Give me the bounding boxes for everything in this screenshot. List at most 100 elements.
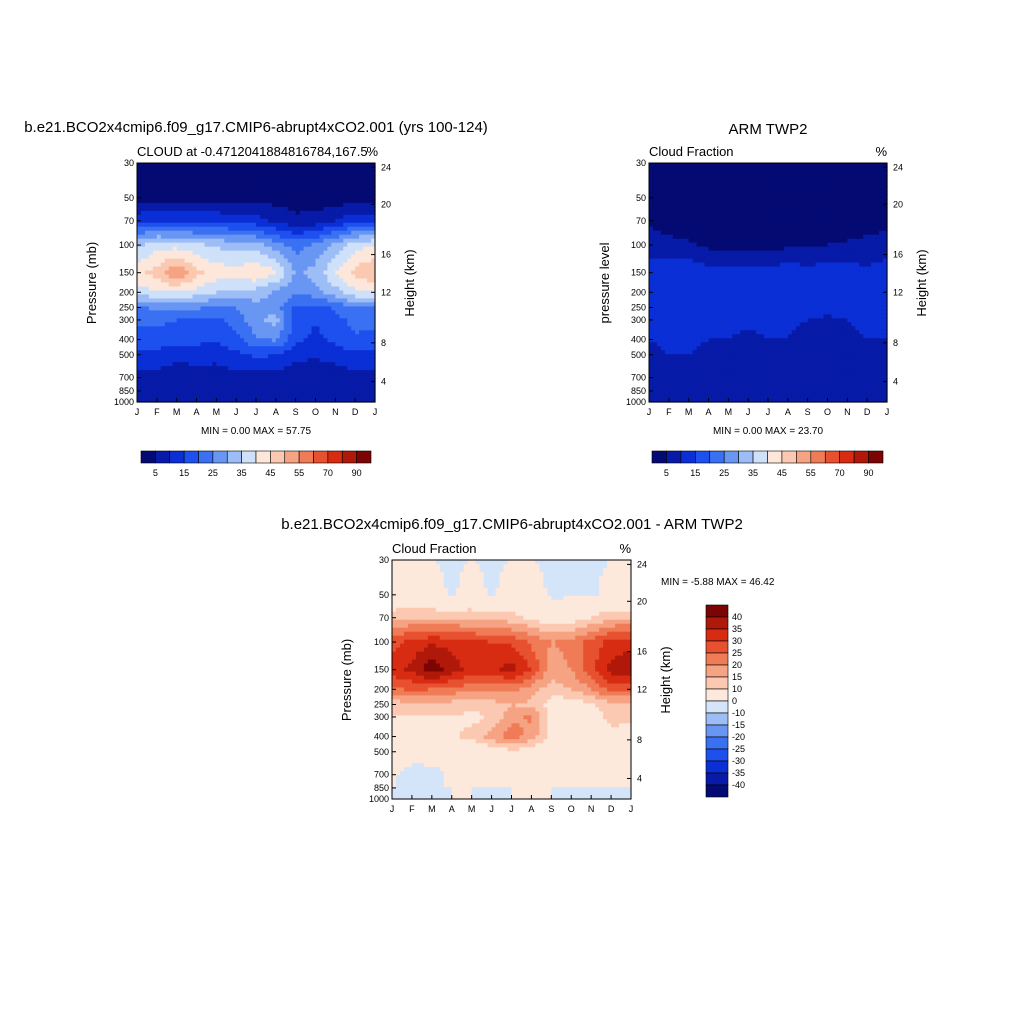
heatmap-cell: [307, 298, 313, 304]
heatmap-cell: [700, 194, 706, 200]
heatmap-cell: [760, 163, 765, 168]
heatmap-cell: [323, 310, 328, 315]
heatmap-cell: [339, 250, 344, 256]
heatmap-cell: [192, 254, 198, 260]
heatmap-cell: [216, 334, 221, 339]
heatmap-cell: [768, 234, 773, 240]
heatmap-cell: [359, 246, 364, 252]
heatmap-cell: [152, 354, 158, 359]
heatmap-cell: [263, 314, 269, 319]
heatmap-cell: [351, 202, 356, 208]
heatmap-cell: [172, 246, 178, 252]
heatmap-cell: [144, 334, 150, 339]
heatmap-cell: [152, 194, 158, 200]
heatmap-cell: [668, 174, 674, 180]
heatmap-cell: [196, 174, 202, 180]
heatmap-cell: [803, 210, 809, 216]
heatmap-cell: [355, 174, 360, 180]
heatmap-cell: [236, 338, 241, 343]
heatmap-cell: [847, 198, 852, 204]
heatmap-cell: [263, 246, 269, 252]
heatmap-cell: [256, 238, 261, 244]
heatmap-cell: [768, 174, 773, 180]
heatmap-cell: [279, 278, 285, 284]
heatmap-cell: [256, 270, 261, 276]
heatmap-cell: [263, 350, 269, 355]
heatmap-cell: [137, 238, 142, 244]
heatmap-cell: [283, 274, 289, 280]
heatmap-cell: [196, 322, 202, 327]
heatmap-cell: [224, 246, 229, 252]
heatmap-cell: [367, 382, 372, 387]
heatmap-cell: [307, 330, 313, 335]
heatmap-cell: [319, 294, 325, 300]
heatmap-cell: [660, 198, 666, 204]
heatmap-cell: [732, 238, 737, 244]
heatmap-cell: [180, 278, 186, 284]
heatmap-cell: [220, 374, 225, 379]
heatmap-cell: [700, 210, 706, 216]
heatmap-cell: [240, 350, 245, 355]
heatmap-cell: [339, 182, 344, 188]
heatmap-cell: [764, 174, 769, 180]
heatmap-cell: [335, 334, 340, 339]
heatmap-cell: [240, 386, 245, 391]
heatmap-cell: [363, 170, 368, 176]
heatmap-cell: [216, 350, 221, 355]
heatmap-cell: [335, 274, 340, 280]
heatmap-cell: [236, 166, 241, 172]
heatmap-cell: [319, 163, 325, 168]
heatmap-cell: [343, 330, 348, 335]
heatmap-cell: [708, 163, 714, 168]
heatmap-cell: [760, 246, 765, 252]
heatmap-cell: [863, 242, 868, 248]
heatmap-cell: [752, 234, 757, 240]
heatmap-cell: [152, 230, 158, 236]
heatmap-cell: [275, 382, 281, 387]
heatmap-cell: [216, 238, 221, 244]
heatmap-cell: [236, 286, 241, 292]
heatmap-cell: [137, 382, 142, 387]
heatmap-cell: [176, 298, 182, 304]
heatmap-cell: [200, 370, 206, 375]
heatmap-cell: [724, 202, 729, 208]
heatmap-cell: [660, 202, 666, 208]
heatmap-cell: [668, 242, 674, 248]
heatmap-cell: [672, 226, 678, 232]
heatmap-cell: [875, 182, 880, 188]
heatmap-cell: [156, 234, 162, 240]
heatmap-cell: [676, 230, 682, 236]
heatmap-cell: [303, 258, 309, 264]
heatmap-cell: [148, 262, 154, 268]
heatmap-cell: [152, 350, 158, 355]
heatmap-cell: [299, 362, 305, 367]
heatmap-cell: [208, 338, 213, 343]
heatmap-cell: [236, 374, 241, 379]
heatmap-cell: [140, 386, 146, 391]
heatmap-cell: [200, 354, 206, 359]
heatmap-cell: [355, 294, 360, 300]
heatmap-cell: [248, 274, 253, 280]
heatmap-cell: [184, 246, 190, 252]
heatmap-cell: [371, 218, 376, 224]
heatmap-cell: [172, 163, 178, 168]
heatmap-cell: [244, 210, 249, 216]
heatmap-cell: [768, 202, 773, 208]
heatmap-cell: [347, 234, 352, 240]
heatmap-cell: [232, 174, 237, 180]
heatmap-cell: [240, 346, 245, 351]
heatmap-cell: [200, 163, 206, 168]
heatmap-cell: [371, 282, 376, 288]
heatmap-cell: [696, 230, 702, 236]
heatmap-cell: [267, 286, 273, 292]
heatmap-cell: [196, 390, 202, 395]
heatmap-cell: [359, 266, 364, 272]
heatmap-cell: [144, 338, 150, 343]
heatmap-cell: [283, 250, 289, 256]
heatmap-cell: [847, 242, 852, 248]
heatmap-cell: [359, 318, 364, 323]
heatmap-cell: [871, 242, 876, 248]
heatmap-cell: [144, 394, 150, 399]
heatmap-cell: [232, 374, 237, 379]
heatmap-cell: [252, 382, 257, 387]
